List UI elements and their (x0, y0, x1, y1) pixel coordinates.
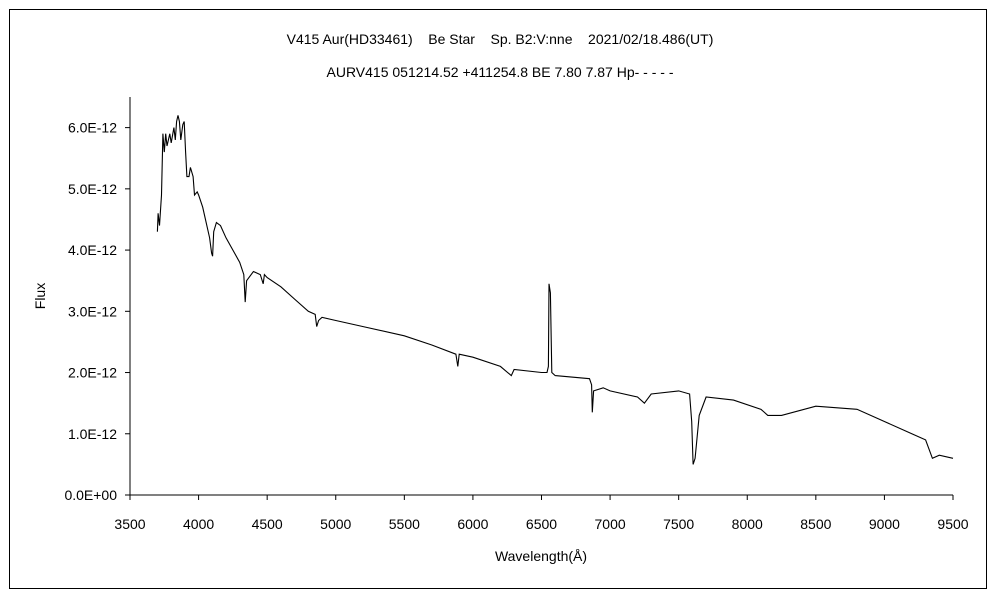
y-tick-label: 1.0E-12 (68, 426, 117, 442)
x-tick-label: 3500 (114, 516, 145, 532)
x-tick-label: 8000 (732, 516, 763, 532)
x-tick-label: 6000 (457, 516, 488, 532)
x-tick-label: 5500 (389, 516, 420, 532)
x-tick-label: 8500 (800, 516, 831, 532)
y-tick-label: 6.0E-12 (68, 120, 117, 136)
y-tick-label: 2.0E-12 (68, 365, 117, 381)
y-tick-label: 5.0E-12 (68, 181, 117, 197)
x-tick-label: 7500 (663, 516, 694, 532)
y-tick-label: 4.0E-12 (68, 242, 117, 258)
x-tick-label: 4500 (252, 516, 283, 532)
y-tick-label: 3.0E-12 (68, 303, 117, 319)
x-tick-label: 7000 (595, 516, 626, 532)
chart-subtitle: AURV415 051214.52 +411254.8 BE 7.80 7.87… (326, 64, 674, 80)
x-tick-label: 6500 (526, 516, 557, 532)
x-tick-label: 5000 (320, 516, 351, 532)
chart-title: V415 Aur(HD33461) Be Star Sp. B2:V:nne 2… (286, 31, 714, 47)
spectrum-line (156, 115, 954, 465)
x-tick-label: 4000 (183, 516, 214, 532)
chart-frame (9, 9, 987, 589)
x-tick-label: 9000 (869, 516, 900, 532)
y-axis-label: Flux (32, 283, 48, 309)
x-tick-label: 9500 (937, 516, 968, 532)
y-tick-label: 0.0E+00 (64, 487, 117, 503)
x-axis-label: Wavelength(Å) (495, 548, 587, 564)
